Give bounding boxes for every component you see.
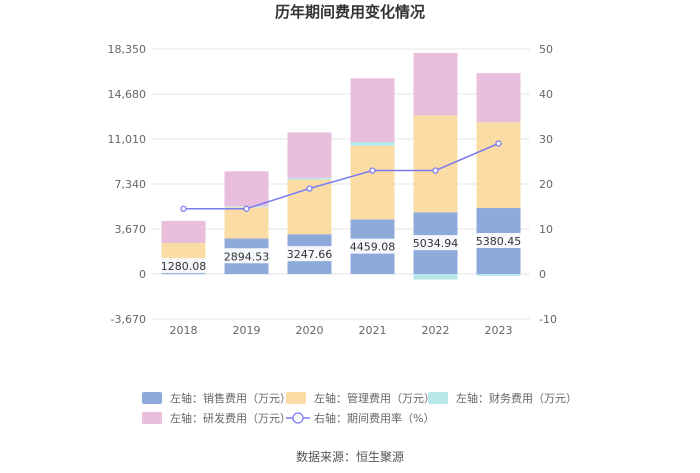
left-tick-label: 3,670 <box>115 223 147 236</box>
bar-labels: 1280.08 2894.53 3247.66 4459.08 5034.94 5380.… <box>157 233 525 274</box>
bar-value-label: 5380.45 <box>476 235 522 248</box>
rate-point <box>369 167 376 174</box>
legend-label: 左轴：管理费用（万元） <box>314 391 435 405</box>
bar-segment <box>224 171 269 207</box>
bar-label-bg <box>220 248 273 264</box>
bar-segment <box>287 132 332 178</box>
bar-segment <box>161 220 206 243</box>
legend: 左轴：销售费用（万元） 左轴：管理费用（万元） 左轴：财务费用（万元） 左轴：研发费用… <box>142 391 577 425</box>
bar-segment <box>161 242 206 259</box>
right-tick-label: 10 <box>539 223 553 236</box>
bar-segment <box>350 145 395 220</box>
left-tick-label: 0 <box>139 268 146 281</box>
bar-label-bg <box>346 238 399 254</box>
bar-segment <box>224 207 269 239</box>
bars <box>161 52 521 280</box>
bar-segment <box>287 177 332 180</box>
x-tick-label: 2022 <box>422 324 450 337</box>
x-tick-label: 2023 <box>485 324 513 337</box>
legend-swatch <box>286 392 306 404</box>
bar-value-label: 5034.94 <box>413 237 459 250</box>
legend-label: 左轴：财务费用（万元） <box>456 391 577 405</box>
right-tick-label: 30 <box>539 133 553 146</box>
legend-label: 右轴：期间费用率（%） <box>314 411 434 425</box>
source-note: 数据来源：恒生聚源 <box>296 449 404 464</box>
left-tick-label: -3,670 <box>111 313 146 326</box>
gridlines <box>152 48 530 320</box>
legend-swatch <box>142 412 162 424</box>
chart-title: 历年期间费用变化情况 <box>275 3 425 21</box>
bar-segment <box>476 274 521 276</box>
bar-segment <box>476 122 521 209</box>
legend-swatch <box>142 392 162 404</box>
bar-label-bg <box>409 235 462 251</box>
rate-line <box>180 140 502 212</box>
bar-value-label: 2894.53 <box>224 250 270 263</box>
left-tick-label: 18,350 <box>108 43 147 56</box>
rate-point <box>243 205 250 212</box>
left-tick-label: 11,010 <box>108 133 147 146</box>
x-tick-label: 2021 <box>359 324 387 337</box>
right-tick-label: 40 <box>539 88 553 101</box>
bar-value-label: 3247.66 <box>287 248 333 261</box>
x-tick-label: 2018 <box>170 324 198 337</box>
bar-label-bg <box>157 258 210 274</box>
legend-label: 左轴：销售费用（万元） <box>170 391 291 405</box>
bar-segment <box>413 52 458 116</box>
legend-label: 左轴：研发费用（万元） <box>170 411 291 425</box>
bar-segment <box>161 274 206 275</box>
rate-polyline <box>183 142 499 210</box>
left-tick-label: 7,340 <box>115 178 147 191</box>
rate-point <box>432 167 439 174</box>
right-tick-label: -10 <box>539 313 557 326</box>
bar-segment <box>476 73 521 123</box>
right-tick-label: 20 <box>539 178 553 191</box>
bar-value-label: 1280.08 <box>161 260 207 273</box>
bar-label-bg <box>283 246 336 262</box>
rate-point <box>495 140 502 147</box>
right-tick-label: 0 <box>539 268 546 281</box>
bar-label-bg <box>472 233 525 249</box>
bar-segment <box>350 142 395 146</box>
bar-value-label: 4459.08 <box>350 241 396 254</box>
axes: 18,350 14,680 11,010 7,340 3,670 0 -3,670 50 40 3… <box>108 43 557 337</box>
legend-line-dot <box>292 412 304 424</box>
left-tick-label: 14,680 <box>108 88 147 101</box>
x-tick-label: 2019 <box>233 324 261 337</box>
bar-segment <box>350 78 395 143</box>
rate-point <box>306 185 313 192</box>
legend-swatch <box>428 392 448 404</box>
bar-segment <box>413 274 458 280</box>
rate-point <box>180 205 187 212</box>
x-tick-label: 2020 <box>296 324 324 337</box>
right-tick-label: 50 <box>539 43 553 56</box>
